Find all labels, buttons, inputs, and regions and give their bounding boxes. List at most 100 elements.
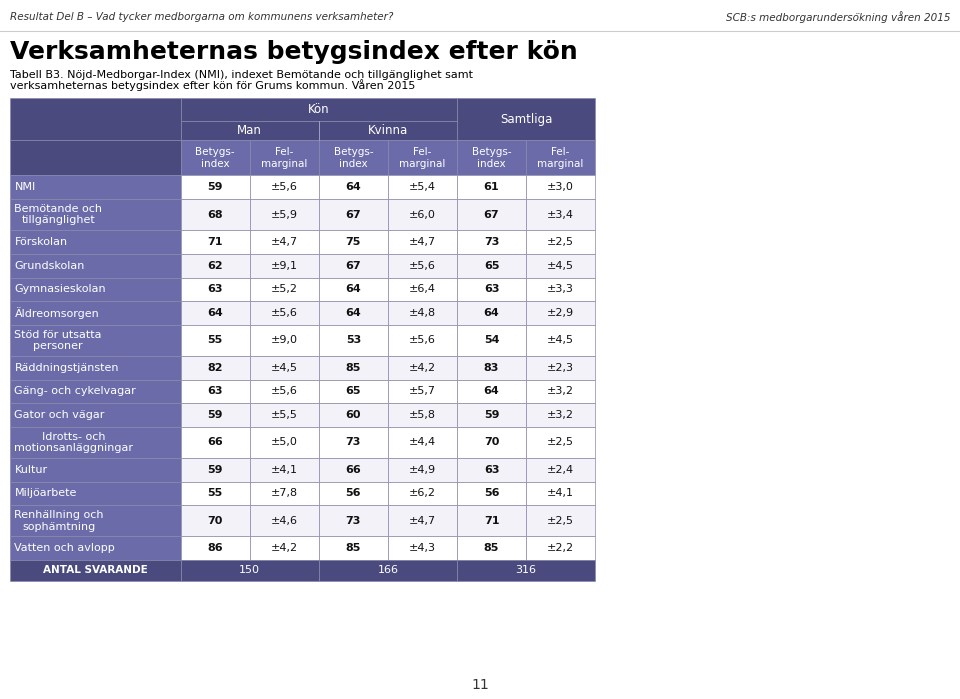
Bar xyxy=(388,356,457,380)
Bar xyxy=(319,356,388,380)
Bar xyxy=(10,458,180,482)
Text: ±9,0: ±9,0 xyxy=(271,336,298,345)
Text: 63: 63 xyxy=(207,387,223,396)
Text: ±5,8: ±5,8 xyxy=(409,410,436,420)
Text: ±4,7: ±4,7 xyxy=(409,237,436,247)
Text: 56: 56 xyxy=(346,489,361,498)
Text: ±4,1: ±4,1 xyxy=(271,465,298,475)
Text: NMI: NMI xyxy=(14,182,36,192)
Text: ±3,2: ±3,2 xyxy=(547,387,574,396)
Text: ±2,4: ±2,4 xyxy=(547,465,574,475)
Bar xyxy=(319,427,388,458)
Bar xyxy=(526,403,595,427)
Text: ±2,5: ±2,5 xyxy=(547,516,574,526)
Text: ±5,4: ±5,4 xyxy=(409,182,436,192)
Bar xyxy=(457,199,526,230)
Text: ±2,5: ±2,5 xyxy=(547,237,574,247)
Bar xyxy=(388,140,457,175)
Bar xyxy=(180,175,250,199)
Bar xyxy=(388,230,457,254)
Text: Betygs-
index: Betygs- index xyxy=(471,147,512,168)
Bar xyxy=(10,403,180,427)
Bar xyxy=(180,536,250,560)
Text: Fel-
marginal: Fel- marginal xyxy=(538,147,584,168)
Text: ±2,2: ±2,2 xyxy=(547,543,574,553)
Text: Betygs-
index: Betygs- index xyxy=(195,147,235,168)
Bar xyxy=(180,140,250,175)
Bar xyxy=(180,403,250,427)
Text: Räddningstjänsten: Räddningstjänsten xyxy=(14,363,119,373)
Text: ±5,7: ±5,7 xyxy=(409,387,436,396)
Bar xyxy=(388,301,457,325)
Bar xyxy=(457,356,526,380)
Bar xyxy=(319,140,388,175)
Text: Förskolan: Förskolan xyxy=(14,237,67,247)
Text: ANTAL SVARANDE: ANTAL SVARANDE xyxy=(42,565,148,575)
Text: 67: 67 xyxy=(346,210,361,219)
Text: 63: 63 xyxy=(207,284,223,294)
Text: 64: 64 xyxy=(484,308,499,318)
Text: ±2,3: ±2,3 xyxy=(547,363,574,373)
Bar xyxy=(250,505,319,536)
Text: 64: 64 xyxy=(346,284,361,294)
Text: ±2,9: ±2,9 xyxy=(547,308,574,318)
Bar xyxy=(319,175,388,199)
Bar xyxy=(457,230,526,254)
Bar xyxy=(10,301,180,325)
Text: ±3,2: ±3,2 xyxy=(547,410,574,420)
Bar xyxy=(180,458,250,482)
Text: 64: 64 xyxy=(484,387,499,396)
Text: 60: 60 xyxy=(346,410,361,420)
Bar xyxy=(457,403,526,427)
Bar xyxy=(180,254,250,278)
Bar xyxy=(10,98,180,140)
Text: 64: 64 xyxy=(207,308,223,318)
Text: 59: 59 xyxy=(484,410,499,420)
Bar xyxy=(319,278,388,301)
Bar xyxy=(457,560,595,581)
Bar xyxy=(526,140,595,175)
Text: 65: 65 xyxy=(346,387,361,396)
Text: 55: 55 xyxy=(207,336,223,345)
Bar xyxy=(180,505,250,536)
Bar xyxy=(250,427,319,458)
Text: ±4,2: ±4,2 xyxy=(271,543,298,553)
Text: 82: 82 xyxy=(207,363,223,373)
Bar xyxy=(457,325,526,356)
Text: Resultat Del B – Vad tycker medborgarna om kommunens verksamheter?: Resultat Del B – Vad tycker medborgarna … xyxy=(10,13,393,22)
Bar xyxy=(388,175,457,199)
Text: 56: 56 xyxy=(484,489,499,498)
Bar xyxy=(180,301,250,325)
Bar xyxy=(457,175,526,199)
Text: Tabell B3. Nöjd-Medborgar-Index (NMI), indexet Bemötande och tillgänglighet s: Tabell B3. Nöjd-Medborgar-Index (NMI), … xyxy=(10,70,472,80)
Text: ±4,2: ±4,2 xyxy=(409,363,436,373)
Bar xyxy=(10,560,180,581)
Bar xyxy=(180,427,250,458)
Bar xyxy=(388,458,457,482)
Text: ±5,0: ±5,0 xyxy=(271,438,298,447)
Bar xyxy=(388,380,457,403)
Text: 70: 70 xyxy=(207,516,223,526)
Bar xyxy=(388,427,457,458)
Text: 62: 62 xyxy=(207,261,223,271)
Bar xyxy=(10,175,180,199)
Text: 83: 83 xyxy=(484,363,499,373)
Bar xyxy=(457,278,526,301)
Bar xyxy=(388,254,457,278)
Text: Vatten och avlopp: Vatten och avlopp xyxy=(14,543,115,553)
Text: 71: 71 xyxy=(207,237,223,247)
Text: ±4,5: ±4,5 xyxy=(271,363,298,373)
Bar xyxy=(526,325,595,356)
Text: ±4,5: ±4,5 xyxy=(547,261,574,271)
Text: Fel-
marginal: Fel- marginal xyxy=(261,147,307,168)
Bar xyxy=(319,199,388,230)
Bar xyxy=(388,199,457,230)
Bar xyxy=(388,505,457,536)
Text: ±6,4: ±6,4 xyxy=(409,284,436,294)
Text: ±4,3: ±4,3 xyxy=(409,543,436,553)
Text: 65: 65 xyxy=(484,261,499,271)
Bar xyxy=(457,505,526,536)
Text: ±4,4: ±4,4 xyxy=(409,438,436,447)
Text: 59: 59 xyxy=(207,182,223,192)
Text: Kvinna: Kvinna xyxy=(368,124,408,137)
